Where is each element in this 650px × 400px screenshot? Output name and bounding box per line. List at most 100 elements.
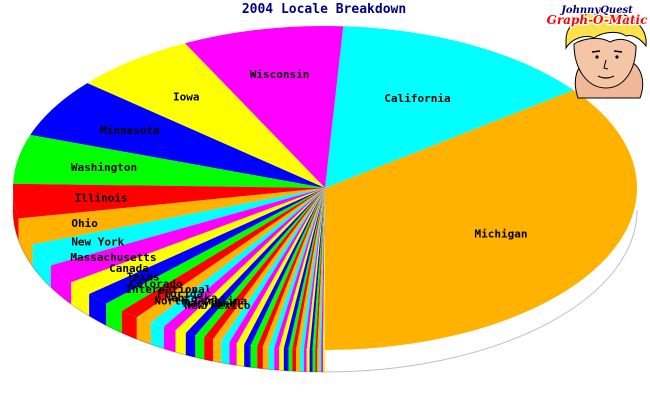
- pie-slice-slice-20: [195, 188, 325, 338]
- pie-side-nebraska: [150, 322, 164, 349]
- pie-side-slice-38: [303, 349, 307, 372]
- pie-slice-slice-33: [283, 188, 325, 349]
- pie-slice-iowa: [87, 43, 325, 189]
- logo-line1: JohnnyQuest: [559, 5, 633, 16]
- slice-label-international: International: [125, 283, 211, 296]
- pie-side-new-mexico: [185, 332, 196, 358]
- pie-slice-massachusetts: [50, 188, 325, 283]
- pie-rim: [12, 209, 638, 373]
- pie-side-slice-41: [312, 349, 316, 372]
- slice-label-wisconsin: Wisconsin: [250, 68, 310, 81]
- slice-label-illinois: Illinois: [75, 192, 128, 205]
- pie-slice-slice-24: [229, 188, 325, 344]
- pie-slice-slice-35: [292, 188, 325, 350]
- pie-slice-slice-40: [309, 188, 325, 350]
- pie-side-slice-33: [283, 348, 289, 371]
- pie-side-slice-28: [257, 346, 263, 369]
- pie-slice-slice-46: [323, 188, 325, 350]
- slice-label-maryland: Maryland: [183, 297, 236, 310]
- pie-slice-slice-27: [250, 188, 325, 347]
- pie-side-slice-22: [213, 339, 222, 363]
- pie-side-slice-26: [244, 344, 251, 368]
- pie-slice-california: [325, 26, 574, 188]
- slice-label-nebraska: Nebraska: [164, 291, 217, 304]
- pie-side-slice-45: [321, 349, 324, 372]
- pie-slice-new-mexico: [185, 188, 325, 336]
- pie-slice-international: [121, 188, 325, 318]
- pie-slice-slice-31: [274, 188, 325, 349]
- pie-side-ohio: [18, 218, 33, 267]
- pie-slice-new-york: [32, 188, 326, 266]
- pie-side-slice-37: [300, 349, 304, 372]
- slice-label-minnesota: Minnesota: [100, 124, 160, 137]
- pie-slice-nebraska: [150, 188, 325, 327]
- pie-slice-slice-43: [317, 188, 325, 350]
- pie-side-new-york: [32, 244, 51, 288]
- pie-slice-slice-23: [221, 188, 325, 343]
- pie-side-slice-36: [296, 349, 301, 372]
- pie-slice-slice-42: [315, 188, 325, 350]
- pie-slice-maryland: [175, 188, 325, 333]
- pie-side-slice-43: [317, 349, 320, 372]
- pie-slice-texas: [89, 188, 325, 304]
- pie-side-slice-30: [268, 347, 275, 370]
- pie-slice-slice-32: [278, 188, 325, 349]
- pie-side-slice-32: [278, 348, 284, 371]
- boy-portrait-icon: [565, 10, 647, 99]
- slice-label-new-york: New York: [71, 236, 124, 249]
- slice-label-new-mexico: New Mexico: [184, 299, 251, 312]
- pie-sides: [12, 188, 638, 373]
- pie-side-slice-20: [195, 335, 205, 360]
- pie-slice-colorado: [106, 188, 325, 311]
- pie-slice-illinois: [12, 183, 325, 219]
- pie-slice-canada: [71, 188, 325, 295]
- pie-slice-slice-45: [321, 188, 325, 350]
- slice-label-florida: Florida: [157, 288, 203, 301]
- pie-side-slice-44: [319, 349, 322, 372]
- pie-slice-washington: [13, 134, 326, 188]
- pie-side-slice-25: [236, 343, 245, 367]
- slice-label-iowa: Iowa: [173, 90, 200, 103]
- slice-label-texas: Texas: [126, 271, 159, 284]
- graph-o-matic-logo: JohnnyQuest Graph-O-Matic: [545, 4, 649, 99]
- pie-side-florida: [136, 317, 151, 345]
- pie-slice-slice-29: [262, 188, 325, 348]
- pie-slice-slice-25: [236, 188, 325, 345]
- pie-labels: Michigan California Wisconsin Iowa Minnesota…: [70, 68, 527, 312]
- pie-slice-slice-34: [288, 188, 325, 350]
- slice-label-washington: Washington: [71, 161, 137, 174]
- pie-tops: [12, 26, 637, 351]
- slice-label-california: California: [384, 92, 450, 105]
- slice-label-ohio: Ohio: [71, 217, 98, 230]
- pie-side-slice-27: [250, 345, 258, 369]
- pie-side-slice-42: [315, 349, 318, 372]
- chart-title: 2004 Locale Breakdown: [242, 2, 406, 17]
- pie-slice-north-carolina: [163, 188, 325, 331]
- pie-side-slice-29: [262, 346, 269, 370]
- pie-side-slice-21: [204, 337, 214, 362]
- pie-side-slice-39: [306, 349, 310, 372]
- pie-slice-slice-37: [300, 188, 325, 350]
- pie-slice-wisconsin: [184, 26, 344, 189]
- pie-slice-slice-44: [319, 188, 325, 350]
- pie-slice-slice-41: [312, 188, 325, 350]
- pie-slice-slice-36: [296, 188, 325, 350]
- pie-side-slice-46: [323, 349, 325, 372]
- pie-slice-ohio: [18, 188, 325, 245]
- slice-label-north-carolina: North Carolina: [154, 294, 247, 307]
- pie-side-slice-34: [288, 348, 293, 372]
- pie-slice-florida: [136, 188, 325, 323]
- pie-side-colorado: [106, 303, 122, 333]
- pie-side-slice-40: [309, 349, 313, 372]
- slice-label-canada: Canada: [109, 262, 149, 275]
- pie-side-texas: [89, 294, 107, 326]
- pie-slice-minnesota: [30, 83, 326, 188]
- pie-slice-slice-38: [303, 188, 325, 350]
- pie-side-north-carolina: [163, 326, 176, 353]
- pie-slice-slice-30: [268, 188, 325, 348]
- pie-slice-slice-39: [306, 188, 325, 350]
- logo-line2: Graph-O-Matic: [547, 13, 648, 27]
- pie-side-slice-35: [292, 349, 297, 372]
- pie-side-maryland: [175, 330, 186, 355]
